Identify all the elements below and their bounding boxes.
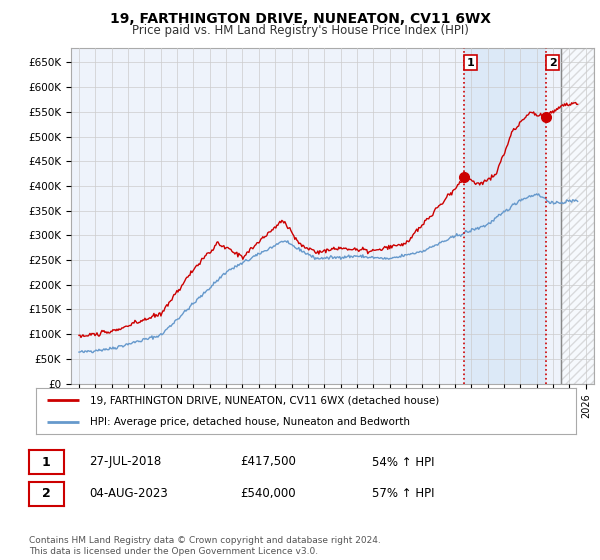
Text: 1: 1 (42, 455, 50, 469)
Bar (561, 48, 594, 384)
Bar (464, 48, 547, 384)
Text: 57% ↑ HPI: 57% ↑ HPI (372, 487, 434, 501)
Text: 1: 1 (467, 58, 475, 68)
Text: Contains HM Land Registry data © Crown copyright and database right 2024.
This d: Contains HM Land Registry data © Crown c… (29, 536, 380, 556)
Text: 2: 2 (42, 487, 50, 501)
Text: Price paid vs. HM Land Registry's House Price Index (HPI): Price paid vs. HM Land Registry's House … (131, 24, 469, 36)
Text: 19, FARTHINGTON DRIVE, NUNEATON, CV11 6WX: 19, FARTHINGTON DRIVE, NUNEATON, CV11 6W… (110, 12, 491, 26)
Text: £417,500: £417,500 (240, 455, 296, 469)
Text: 2: 2 (549, 58, 557, 68)
Text: 04-AUG-2023: 04-AUG-2023 (89, 487, 167, 501)
Text: HPI: Average price, detached house, Nuneaton and Bedworth: HPI: Average price, detached house, Nune… (90, 417, 410, 427)
Text: £540,000: £540,000 (240, 487, 296, 501)
Text: 19, FARTHINGTON DRIVE, NUNEATON, CV11 6WX (detached house): 19, FARTHINGTON DRIVE, NUNEATON, CV11 6W… (90, 395, 439, 405)
Text: 54% ↑ HPI: 54% ↑ HPI (372, 455, 434, 469)
Text: 27-JUL-2018: 27-JUL-2018 (89, 455, 161, 469)
